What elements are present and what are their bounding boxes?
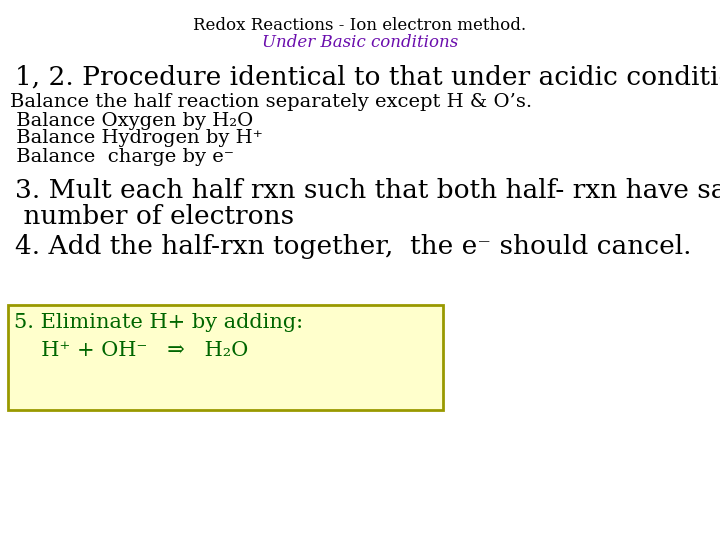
Text: Balance Hydrogen by H⁺: Balance Hydrogen by H⁺	[10, 129, 263, 147]
Text: Under Basic conditions: Under Basic conditions	[262, 34, 458, 51]
Text: 1, 2. Procedure identical to that under acidic conditions: 1, 2. Procedure identical to that under …	[15, 65, 720, 90]
Text: 4. Add the half-rxn together,  the e⁻ should cancel.: 4. Add the half-rxn together, the e⁻ sho…	[15, 234, 691, 259]
Text: Balance Oxygen by H₂O: Balance Oxygen by H₂O	[10, 112, 253, 130]
Text: Balance  charge by e⁻: Balance charge by e⁻	[10, 148, 234, 166]
Text: Redox Reactions - Ion electron method.: Redox Reactions - Ion electron method.	[194, 17, 526, 34]
Text: Balance the half reaction separately except H & O’s.: Balance the half reaction separately exc…	[10, 93, 532, 111]
Text: 3. Mult each half rxn such that both half- rxn have same: 3. Mult each half rxn such that both hal…	[15, 178, 720, 203]
Text: H⁺ + OH⁻   ⇒   H₂O: H⁺ + OH⁻ ⇒ H₂O	[28, 341, 248, 360]
Text: 5. Eliminate H+ by adding:: 5. Eliminate H+ by adding:	[14, 313, 303, 332]
FancyBboxPatch shape	[8, 305, 443, 410]
Text: number of electrons: number of electrons	[15, 204, 294, 229]
